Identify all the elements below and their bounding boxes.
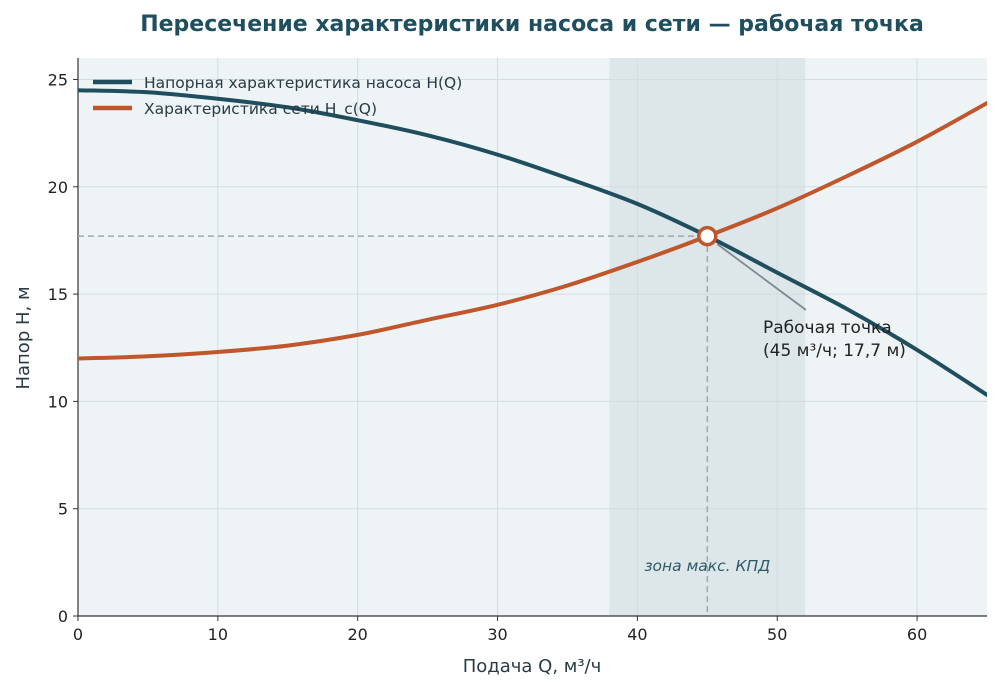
network-curve-line: [78, 101, 987, 361]
legend-entry-network-label: Характеристика сети H_c(Q): [144, 100, 377, 119]
operating-point-pointer: [716, 243, 807, 311]
y-tick-label: 25: [48, 70, 68, 89]
x-tick-label: 40: [627, 625, 647, 644]
y-axis-label: Напор H, м: [13, 286, 34, 389]
legend-entry-pump-label: Напорная характеристика насоса H(Q): [144, 74, 462, 92]
x-tick-label: 50: [767, 625, 787, 644]
pump-curve-line: [78, 88, 987, 397]
y-tick-label: 5: [58, 500, 68, 519]
y-tick-label: 0: [58, 607, 68, 626]
plot-background: [78, 58, 987, 616]
x-tick-label: 60: [907, 625, 927, 644]
y-tick-label: 15: [48, 285, 68, 304]
x-tick-label: 10: [208, 625, 228, 644]
x-axis-label: Подача Q, м³/ч: [463, 656, 602, 677]
x-tick-label: 20: [348, 625, 368, 644]
chart-title: Пересечение характеристики насоса и сети…: [140, 12, 924, 37]
y-tick-label: 20: [48, 178, 68, 197]
x-tick-label: 30: [487, 625, 507, 644]
plot-area: 0 10 20 30 40 50 60 0 5 10 15 20 25 зона макс. КПД Раб…: [48, 58, 987, 644]
y-tick-label: 10: [48, 392, 68, 411]
operating-point-marker: [697, 225, 718, 247]
operating-point-coordinates: (45 м³/ч; 17,7 м): [763, 341, 906, 361]
operating-point-label: Рабочая точка: [763, 318, 892, 338]
max-efficiency-zone-label: зона макс. КПД: [644, 557, 770, 575]
x-tick-label: 0: [73, 625, 83, 644]
